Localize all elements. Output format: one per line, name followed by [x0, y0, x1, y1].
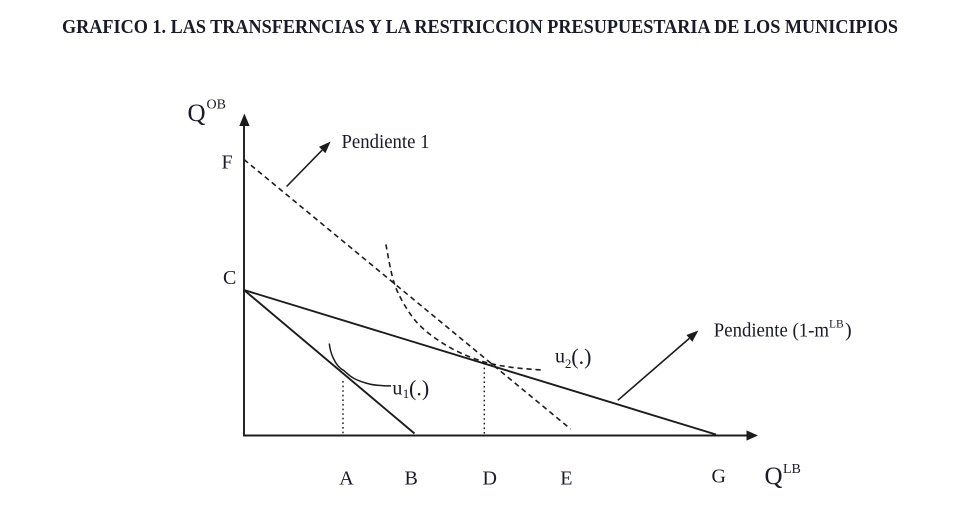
svg-text:Pendiente 1: Pendiente 1: [342, 131, 430, 153]
svg-text:F: F: [222, 152, 233, 174]
svg-text:Q: Q: [765, 463, 783, 490]
svg-text:C: C: [223, 267, 236, 289]
svg-text:GRAFICO 1. LAS TRANSFERNCIAS Y: GRAFICO 1. LAS TRANSFERNCIAS Y LA RESTRI…: [62, 17, 898, 38]
svg-text:): ): [845, 320, 852, 342]
svg-text:Q: Q: [188, 100, 206, 127]
svg-text:LB: LB: [783, 462, 801, 477]
svg-text:A: A: [339, 468, 354, 490]
svg-text:Pendiente (1-m: Pendiente (1-m: [714, 320, 830, 342]
svg-text:B: B: [405, 468, 418, 490]
svg-text:D: D: [483, 468, 497, 490]
svg-text:u: u: [392, 377, 402, 399]
svg-text:G: G: [712, 466, 726, 488]
svg-text:2: 2: [565, 356, 572, 371]
svg-text:LB: LB: [829, 319, 844, 331]
svg-text:(.): (.): [409, 376, 429, 401]
svg-text:1: 1: [403, 386, 410, 401]
svg-text:(.): (.): [571, 344, 591, 369]
svg-text:E: E: [560, 468, 572, 490]
svg-text:OB: OB: [207, 98, 226, 113]
svg-text:u: u: [555, 346, 565, 368]
